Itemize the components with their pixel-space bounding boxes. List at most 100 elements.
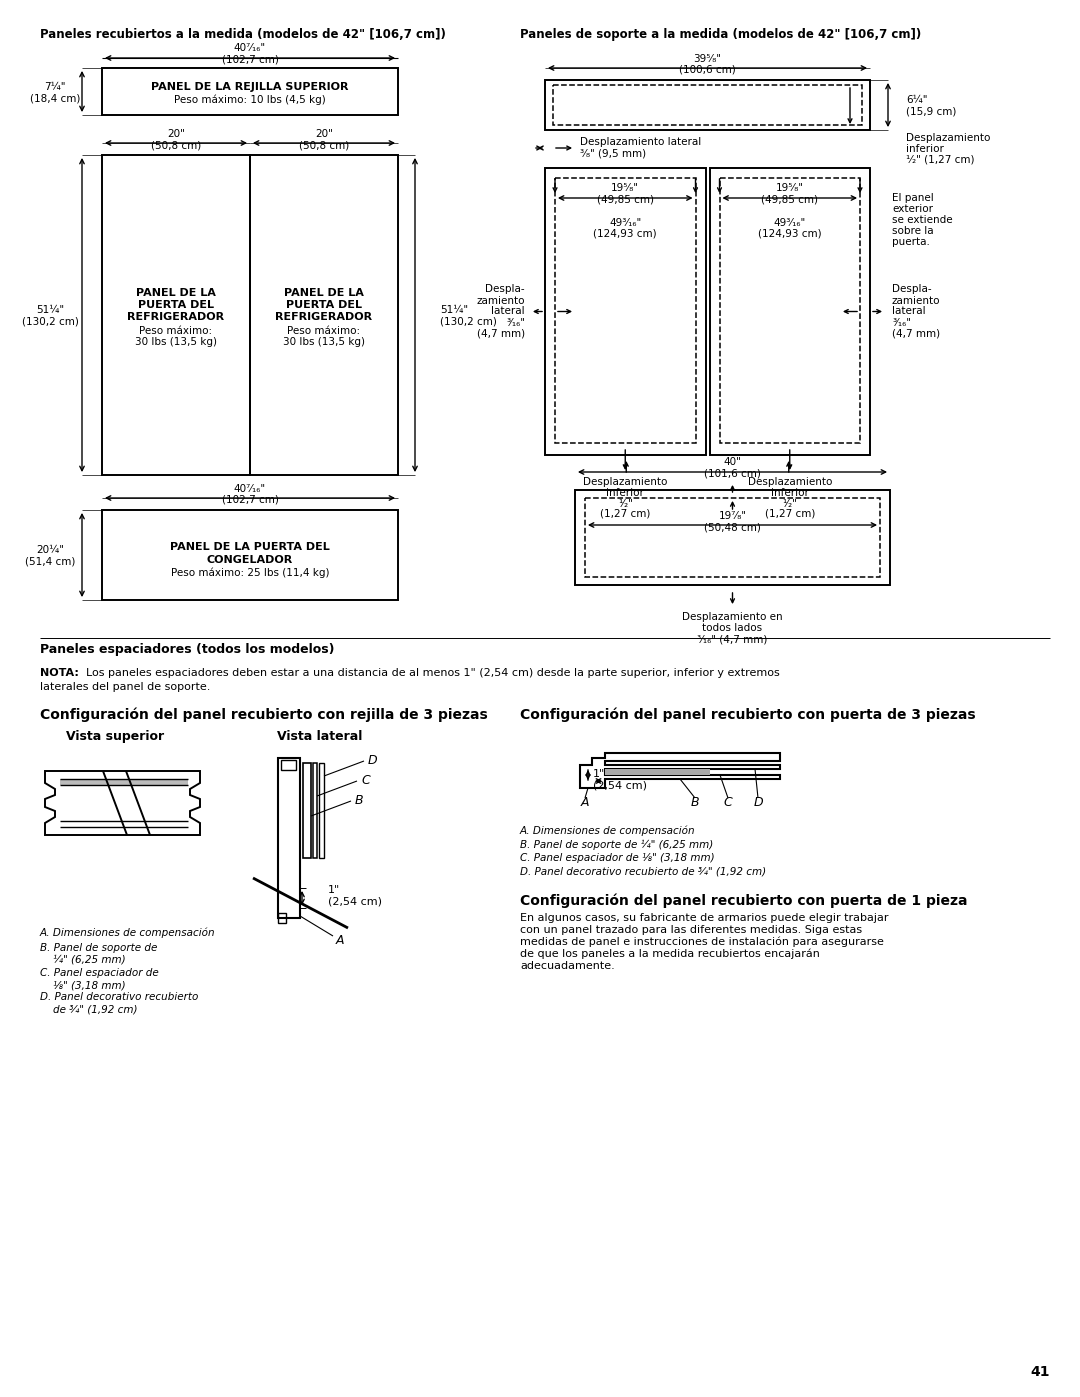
Text: (1,27 cm): (1,27 cm)	[600, 509, 650, 520]
Text: (2,54 cm): (2,54 cm)	[328, 895, 382, 907]
Bar	[281, 760, 296, 770]
Bar	[102, 155, 249, 475]
Text: (49,85 cm): (49,85 cm)	[761, 194, 819, 204]
Text: 20": 20"	[167, 129, 185, 138]
Text: lateral: lateral	[491, 306, 525, 317]
Text: C. Panel espaciador de: C. Panel espaciador de	[40, 968, 159, 978]
Bar	[249, 155, 399, 475]
Bar	[710, 168, 870, 455]
Text: PANEL DE LA REJILLA SUPERIOR: PANEL DE LA REJILLA SUPERIOR	[151, 81, 349, 91]
Text: Paneles recubiertos a la medida (modelos de 42" [106,7 cm]): Paneles recubiertos a la medida (modelos…	[40, 28, 446, 41]
Bar	[545, 168, 705, 455]
Text: (50,8 cm): (50,8 cm)	[299, 140, 349, 149]
Polygon shape	[580, 753, 780, 788]
Text: 40⁷⁄₁₆": 40⁷⁄₁₆"	[234, 483, 266, 495]
Bar	[545, 80, 870, 130]
Text: ³⁄₈" (9,5 mm): ³⁄₈" (9,5 mm)	[580, 148, 646, 158]
Text: PANEL DE LA PUERTA DEL: PANEL DE LA PUERTA DEL	[171, 542, 329, 552]
Text: REFRIGERADOR: REFRIGERADOR	[275, 312, 373, 321]
Bar	[303, 763, 311, 858]
Text: zamiento: zamiento	[892, 296, 941, 306]
Text: 6¼": 6¼"	[906, 95, 928, 105]
Text: (2,54 cm): (2,54 cm)	[593, 780, 647, 789]
Text: REFRIGERADOR: REFRIGERADOR	[127, 312, 225, 321]
Text: Despla-: Despla-	[485, 285, 525, 295]
Text: C: C	[361, 774, 369, 787]
Polygon shape	[60, 780, 188, 785]
Text: (50,48 cm): (50,48 cm)	[704, 522, 761, 534]
Bar	[553, 85, 862, 124]
Text: (100,6 cm): (100,6 cm)	[679, 66, 735, 75]
Text: ³⁄₁₆": ³⁄₁₆"	[892, 317, 912, 327]
Bar	[585, 497, 880, 577]
Text: D: D	[368, 753, 378, 767]
Text: 19⁵⁄₈": 19⁵⁄₈"	[611, 183, 639, 193]
Text: B. Panel de soporte de ¼" (6,25 mm): B. Panel de soporte de ¼" (6,25 mm)	[519, 840, 713, 851]
Text: 7¼": 7¼"	[44, 81, 66, 91]
Text: 40": 40"	[724, 457, 742, 467]
Text: El panel: El panel	[892, 193, 934, 203]
Text: D: D	[753, 796, 762, 809]
Text: 40⁷⁄₁₆": 40⁷⁄₁₆"	[234, 43, 266, 53]
Text: exterior: exterior	[892, 204, 933, 214]
Text: (1,27 cm): (1,27 cm)	[765, 509, 815, 520]
Text: Desplazamiento en: Desplazamiento en	[683, 612, 783, 622]
Text: sobre la: sobre la	[892, 226, 933, 236]
Text: 39⁵⁄₈": 39⁵⁄₈"	[693, 54, 721, 64]
Text: (15,9 cm): (15,9 cm)	[906, 108, 957, 117]
Text: B: B	[355, 793, 364, 806]
Bar	[719, 177, 860, 443]
Text: PUERTA DEL: PUERTA DEL	[286, 300, 362, 310]
Text: ¹⁄₂": ¹⁄₂"	[782, 499, 797, 509]
Text: (124,93 cm): (124,93 cm)	[758, 229, 822, 239]
Text: 1": 1"	[328, 886, 340, 895]
Text: 1": 1"	[593, 768, 605, 780]
Text: En algunos casos, su fabricante de armarios puede elegir trabajar
con un panel t: En algunos casos, su fabricante de armar…	[519, 914, 889, 971]
Bar	[319, 763, 324, 858]
Text: C: C	[724, 796, 732, 809]
Text: de ¾" (1,92 cm): de ¾" (1,92 cm)	[53, 1004, 137, 1014]
Text: 30 lbs (13,5 kg): 30 lbs (13,5 kg)	[135, 337, 217, 346]
Text: PANEL DE LA: PANEL DE LA	[284, 288, 364, 298]
Text: 19⁵⁄₈": 19⁵⁄₈"	[775, 183, 804, 193]
Text: ⅛" (3,18 mm): ⅛" (3,18 mm)	[53, 981, 125, 990]
Bar	[278, 759, 300, 918]
Text: (101,6 cm): (101,6 cm)	[704, 468, 761, 478]
Bar	[575, 490, 890, 585]
Text: ¹⁄₂": ¹⁄₂"	[618, 499, 633, 509]
Text: zamiento: zamiento	[476, 296, 525, 306]
Text: PUERTA DEL: PUERTA DEL	[138, 300, 214, 310]
Text: (51,4 cm): (51,4 cm)	[25, 557, 76, 567]
Text: Peso máximo:: Peso máximo:	[139, 326, 213, 337]
Bar	[555, 177, 696, 443]
Text: 51¼": 51¼"	[36, 305, 64, 314]
Text: lateral: lateral	[892, 306, 926, 317]
Text: A: A	[581, 796, 590, 809]
Text: (102,7 cm): (102,7 cm)	[221, 54, 279, 66]
Text: 49³⁄₁₆": 49³⁄₁₆"	[773, 218, 806, 228]
Text: Peso máximo: 10 lbs (4,5 kg): Peso máximo: 10 lbs (4,5 kg)	[174, 94, 326, 105]
Text: 49³⁄₁₆": 49³⁄₁₆"	[609, 218, 642, 228]
Text: Desplazamiento: Desplazamiento	[747, 476, 832, 488]
Text: Peso máximo:: Peso máximo:	[287, 326, 361, 337]
Text: inferior: inferior	[606, 488, 644, 497]
Text: (50,8 cm): (50,8 cm)	[151, 140, 201, 149]
Text: laterales del panel de soporte.: laterales del panel de soporte.	[40, 682, 211, 692]
Text: 30 lbs (13,5 kg): 30 lbs (13,5 kg)	[283, 337, 365, 346]
Text: B: B	[691, 796, 700, 809]
Text: D. Panel decorativo recubierto: D. Panel decorativo recubierto	[40, 992, 199, 1002]
Text: inferior: inferior	[906, 144, 944, 154]
Text: ³⁄₁₆": ³⁄₁₆"	[507, 317, 525, 327]
Text: Paneles espaciadores (todos los modelos): Paneles espaciadores (todos los modelos)	[40, 644, 335, 657]
Text: (49,85 cm): (49,85 cm)	[597, 194, 653, 204]
Text: (124,93 cm): (124,93 cm)	[593, 229, 657, 239]
Text: D. Panel decorativo recubierto de ¾" (1,92 cm): D. Panel decorativo recubierto de ¾" (1,…	[519, 866, 766, 876]
Text: B. Panel de soporte de: B. Panel de soporte de	[40, 943, 158, 953]
Text: (4,7 mm): (4,7 mm)	[477, 328, 525, 338]
Text: 20¼": 20¼"	[36, 545, 64, 555]
Text: Configuración del panel recubierto con rejilla de 3 piezas: Configuración del panel recubierto con r…	[40, 708, 488, 722]
Text: Paneles de soporte a la medida (modelos de 42" [106,7 cm]): Paneles de soporte a la medida (modelos …	[519, 28, 921, 41]
Text: (18,4 cm): (18,4 cm)	[30, 94, 80, 103]
Text: Peso máximo: 25 lbs (11,4 kg): Peso máximo: 25 lbs (11,4 kg)	[171, 567, 329, 578]
Text: Desplazamiento: Desplazamiento	[583, 476, 667, 488]
